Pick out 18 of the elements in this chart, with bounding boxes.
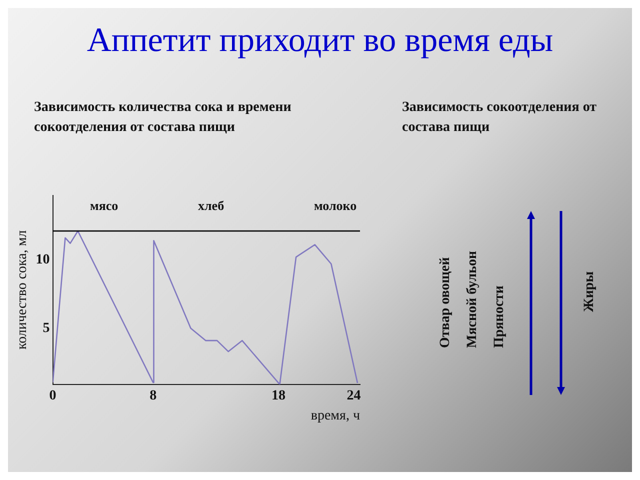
x-tick-label: 24 [346, 388, 361, 404]
x-axis-title: время, ч [310, 408, 360, 424]
text: Жиры [582, 271, 598, 312]
text: Отвар овощей [438, 257, 454, 348]
y-axis-title: количество сока, мл [15, 230, 30, 350]
y-tick-label: 5 [42, 320, 50, 336]
text: Мясной бульон [465, 250, 481, 348]
x-tick-label: 18 [272, 388, 286, 404]
annotation: мясо [90, 198, 118, 214]
chart-title: Аппетит приходит во время еды [86, 22, 554, 60]
annotation: молоко [314, 198, 357, 214]
x-tick-label: 8 [150, 388, 157, 404]
y-tick-label: 10 [36, 252, 50, 268]
annotation: хлеб [198, 198, 224, 214]
text: Пряности [492, 286, 508, 348]
text: Зависимость сокоотделения от состава пищи [402, 99, 598, 137]
x-tick-label: 0 [49, 388, 56, 404]
chart-subtitle: Зависимость количества сока и времени сокоотделения от состава пищи [34, 99, 292, 137]
